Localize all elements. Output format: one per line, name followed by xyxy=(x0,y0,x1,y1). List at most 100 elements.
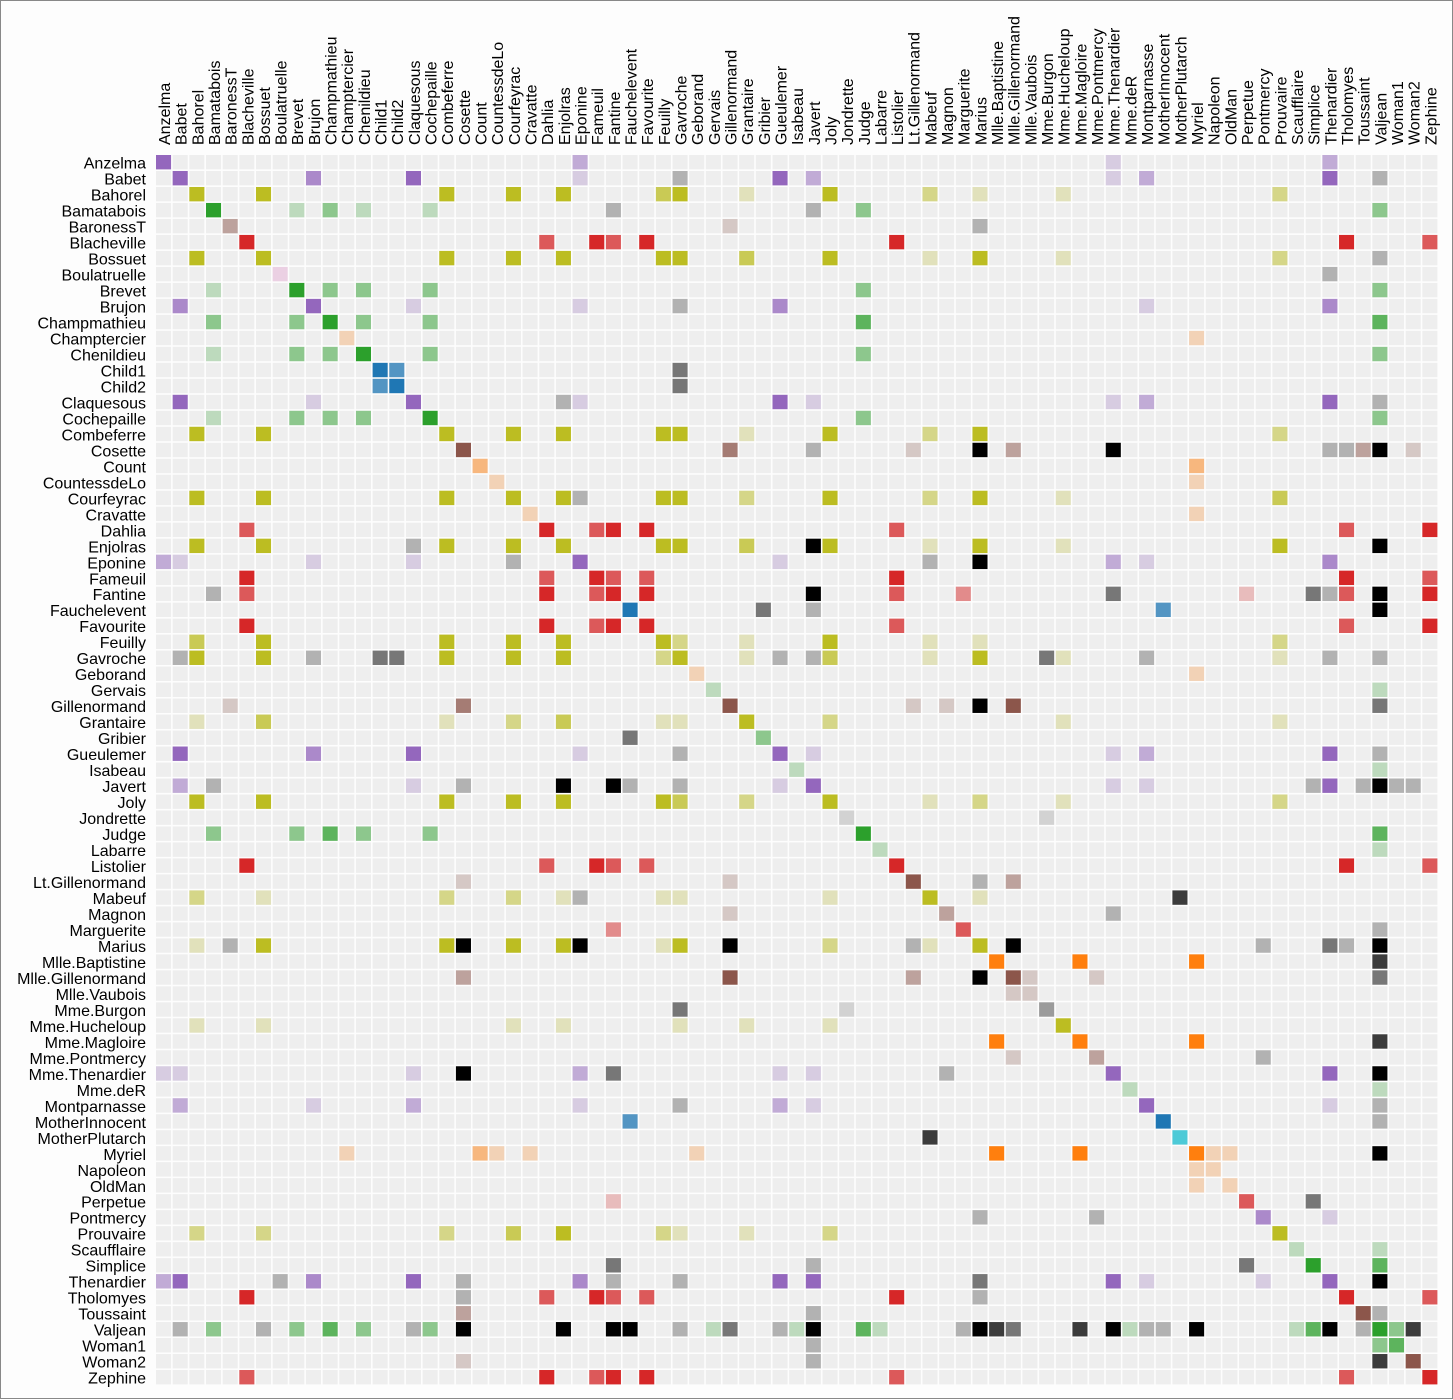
matrix-cell[interactable] xyxy=(672,714,688,729)
matrix-cell[interactable] xyxy=(655,538,671,554)
matrix-cell[interactable] xyxy=(572,155,588,170)
matrix-cell[interactable] xyxy=(222,938,238,953)
matrix-cell[interactable] xyxy=(172,170,188,186)
matrix-cell[interactable] xyxy=(822,1018,838,1033)
matrix-cell[interactable] xyxy=(1422,618,1438,634)
matrix-cell[interactable] xyxy=(1039,810,1055,825)
matrix-cell[interactable] xyxy=(972,490,988,506)
matrix-cell[interactable] xyxy=(1339,858,1355,873)
matrix-cell[interactable] xyxy=(372,378,388,394)
matrix-cell[interactable] xyxy=(156,1066,172,1081)
matrix-cell[interactable] xyxy=(1272,714,1288,729)
matrix-cell[interactable] xyxy=(439,538,455,554)
matrix-cell[interactable] xyxy=(722,874,738,889)
matrix-cell[interactable] xyxy=(1372,314,1388,330)
matrix-cell[interactable] xyxy=(889,234,905,250)
matrix-cell[interactable] xyxy=(1322,298,1338,314)
matrix-cell[interactable] xyxy=(1372,1082,1388,1097)
matrix-cell[interactable] xyxy=(1139,746,1155,761)
matrix-cell[interactable] xyxy=(172,650,188,665)
matrix-cell[interactable] xyxy=(239,858,255,873)
matrix-cell[interactable] xyxy=(922,554,938,570)
matrix-cell[interactable] xyxy=(772,778,788,793)
matrix-cell[interactable] xyxy=(205,346,222,362)
matrix-cell[interactable] xyxy=(555,634,571,649)
matrix-cell[interactable] xyxy=(589,234,605,250)
matrix-cell[interactable] xyxy=(389,362,405,378)
matrix-cell[interactable] xyxy=(172,746,188,761)
matrix-cell[interactable] xyxy=(405,298,421,314)
matrix-cell[interactable] xyxy=(1372,442,1388,458)
matrix-cell[interactable] xyxy=(439,250,455,266)
matrix-cell[interactable] xyxy=(822,426,838,442)
matrix-cell[interactable] xyxy=(1005,698,1021,713)
matrix-cell[interactable] xyxy=(822,186,838,202)
matrix-cell[interactable] xyxy=(1105,586,1121,602)
matrix-cell[interactable] xyxy=(172,554,188,570)
matrix-cell[interactable] xyxy=(572,490,588,506)
matrix-cell[interactable] xyxy=(355,314,372,330)
matrix-cell[interactable] xyxy=(922,794,938,809)
matrix-cell[interactable] xyxy=(1339,570,1355,586)
matrix-cell[interactable] xyxy=(572,890,588,905)
matrix-cell[interactable] xyxy=(1155,602,1171,618)
matrix-cell[interactable] xyxy=(305,650,322,665)
matrix-cell[interactable] xyxy=(1005,1050,1021,1065)
matrix-cell[interactable] xyxy=(589,618,605,634)
matrix-cell[interactable] xyxy=(1139,170,1155,186)
matrix-cell[interactable] xyxy=(805,650,821,665)
matrix-cell[interactable] xyxy=(405,170,421,186)
matrix-cell[interactable] xyxy=(272,266,288,282)
matrix-cell[interactable] xyxy=(1272,426,1288,442)
matrix-cell[interactable] xyxy=(372,650,388,665)
matrix-cell[interactable] xyxy=(1372,1066,1388,1081)
matrix-cell[interactable] xyxy=(239,522,255,538)
matrix-cell[interactable] xyxy=(972,890,988,905)
matrix-cell[interactable] xyxy=(1339,938,1355,953)
matrix-cell[interactable] xyxy=(672,650,688,665)
matrix-cell[interactable] xyxy=(672,1002,688,1017)
matrix-cell[interactable] xyxy=(1105,394,1121,410)
matrix-cell[interactable] xyxy=(1372,842,1388,857)
matrix-cell[interactable] xyxy=(589,570,605,586)
matrix-cell[interactable] xyxy=(1322,170,1338,186)
matrix-cell[interactable] xyxy=(605,1066,621,1081)
matrix-cell[interactable] xyxy=(1005,970,1021,985)
matrix-cell[interactable] xyxy=(1389,778,1405,793)
matrix-cell[interactable] xyxy=(1372,602,1388,618)
matrix-cell[interactable] xyxy=(722,970,738,985)
matrix-cell[interactable] xyxy=(189,186,205,202)
matrix-cell[interactable] xyxy=(822,250,838,266)
matrix-cell[interactable] xyxy=(205,778,222,793)
matrix-cell[interactable] xyxy=(1422,522,1438,538)
matrix-cell[interactable] xyxy=(1189,506,1205,522)
matrix-cell[interactable] xyxy=(1189,1034,1205,1049)
matrix-cell[interactable] xyxy=(189,490,205,506)
matrix-cell[interactable] xyxy=(1372,170,1388,186)
matrix-cell[interactable] xyxy=(222,698,238,713)
matrix-cell[interactable] xyxy=(1055,186,1071,202)
matrix-cell[interactable] xyxy=(889,570,905,586)
matrix-cell[interactable] xyxy=(739,426,755,442)
matrix-cell[interactable] xyxy=(355,346,372,362)
matrix-cell[interactable] xyxy=(305,394,322,410)
matrix-cell[interactable] xyxy=(1372,538,1388,554)
matrix-cell[interactable] xyxy=(1372,650,1388,665)
matrix-cell[interactable] xyxy=(289,410,305,426)
matrix-cell[interactable] xyxy=(322,282,338,298)
matrix-cell[interactable] xyxy=(1272,186,1288,202)
matrix-cell[interactable] xyxy=(805,746,821,761)
matrix-cell[interactable] xyxy=(605,234,621,250)
matrix-cell[interactable] xyxy=(739,714,755,729)
matrix-cell[interactable] xyxy=(905,874,921,889)
matrix-cell[interactable] xyxy=(972,426,988,442)
matrix-cell[interactable] xyxy=(972,698,988,713)
matrix-cell[interactable] xyxy=(405,746,421,761)
matrix-cell[interactable] xyxy=(739,794,755,809)
matrix-cell[interactable] xyxy=(239,234,255,250)
matrix-cell[interactable] xyxy=(555,714,571,729)
matrix-cell[interactable] xyxy=(739,186,755,202)
matrix-cell[interactable] xyxy=(355,282,372,298)
matrix-cell[interactable] xyxy=(655,890,671,905)
matrix-cell[interactable] xyxy=(739,1018,755,1033)
